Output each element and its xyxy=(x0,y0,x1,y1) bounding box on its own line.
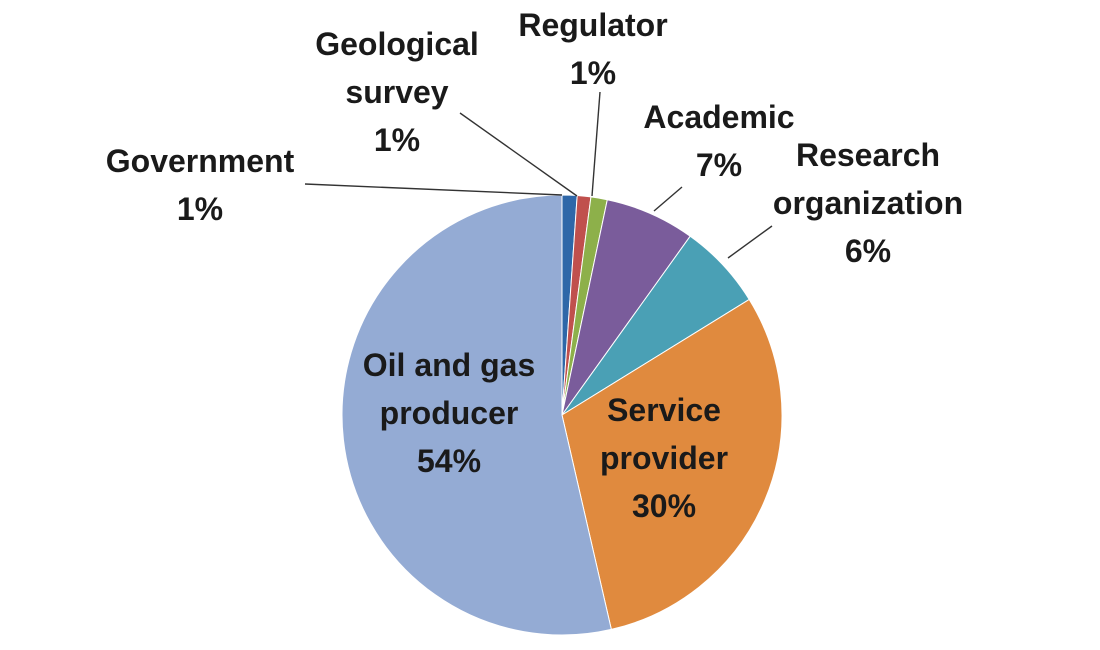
leader-line-research-organization xyxy=(727,225,773,259)
leader-line-academic xyxy=(653,186,683,212)
pie-slice-service-provider xyxy=(561,298,783,630)
leader-line-geological-survey xyxy=(459,112,578,197)
slice-name-line: Geological xyxy=(315,26,479,62)
slice-percent: 6% xyxy=(845,233,891,269)
slice-label-service-provider: Service provider 30% xyxy=(600,392,728,524)
slice-percent: 54% xyxy=(417,443,481,479)
slice-label-academic: Academic 7% xyxy=(643,99,794,183)
slice-percent: 30% xyxy=(632,488,696,524)
slice-percent: 1% xyxy=(570,55,616,91)
slice-name-line: Regulator xyxy=(518,7,667,43)
slice-label-oil-and-gas-producer: Oil and gas producer 54% xyxy=(363,347,535,479)
pie-slices xyxy=(341,194,783,636)
slice-name-line: Service xyxy=(607,392,721,428)
pie-slice-oil-and-gas-producer xyxy=(341,194,612,636)
slice-percent: 1% xyxy=(374,122,420,158)
leader-lines xyxy=(304,91,773,259)
slice-percent: 1% xyxy=(177,191,223,227)
slice-name-line: producer xyxy=(380,395,519,431)
slice-label-geological-survey: Geological survey 1% xyxy=(315,26,479,158)
slice-name-line: Academic xyxy=(643,99,794,135)
leader-line-government xyxy=(304,183,563,196)
slice-name-line: organization xyxy=(773,185,963,221)
slice-label-government: Government 1% xyxy=(106,143,295,227)
slice-label-research-organization: Research organization 6% xyxy=(773,137,963,269)
slice-label-regulator: Regulator 1% xyxy=(518,7,667,91)
slice-name-line: Research xyxy=(796,137,940,173)
slice-name-line: provider xyxy=(600,440,728,476)
slice-name-line: Oil and gas xyxy=(363,347,535,383)
slice-labels: Government 1% Geological survey 1% Regulator 1… xyxy=(106,7,963,524)
slice-percent: 7% xyxy=(696,147,742,183)
slice-name-line: Government xyxy=(106,143,295,179)
slice-name-line: survey xyxy=(345,74,448,110)
leader-line-regulator xyxy=(591,91,601,197)
